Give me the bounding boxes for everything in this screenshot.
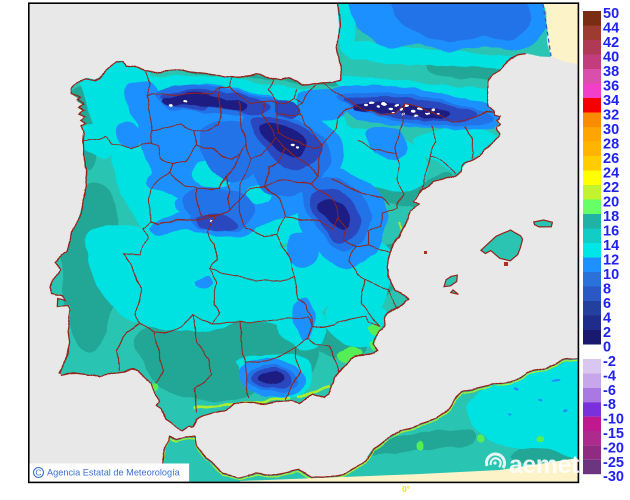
- svg-text:26: 26: [603, 151, 619, 167]
- svg-text:-30: -30: [603, 469, 624, 485]
- svg-text:42: 42: [603, 35, 619, 51]
- svg-text:18: 18: [603, 209, 619, 225]
- svg-text:Agencia Estatal de Meteorologí: Agencia Estatal de Meteorología: [47, 468, 181, 478]
- svg-text:-15: -15: [603, 426, 624, 442]
- svg-text:28: 28: [603, 137, 619, 153]
- svg-text:36: 36: [603, 79, 619, 95]
- svg-text:34: 34: [603, 93, 619, 109]
- svg-text:30: 30: [603, 122, 619, 138]
- svg-text:aemet: aemet: [509, 451, 580, 479]
- svg-text:10: 10: [603, 267, 619, 283]
- svg-text:-10: -10: [603, 412, 624, 428]
- svg-text:-2: -2: [603, 354, 616, 370]
- svg-text:44: 44: [603, 21, 619, 37]
- svg-text:8: 8: [603, 282, 611, 298]
- svg-text:0: 0: [603, 340, 611, 356]
- svg-text:-4: -4: [603, 368, 616, 384]
- svg-text:-6: -6: [603, 383, 616, 399]
- svg-text:20: 20: [603, 195, 619, 211]
- svg-text:-25: -25: [603, 455, 624, 471]
- svg-text:12: 12: [603, 253, 619, 269]
- svg-text:2: 2: [603, 325, 611, 341]
- svg-text:C: C: [35, 468, 41, 478]
- svg-text:6: 6: [603, 296, 611, 312]
- svg-text:4: 4: [603, 311, 611, 327]
- svg-text:0°: 0°: [402, 484, 411, 494]
- svg-text:16: 16: [603, 224, 619, 240]
- svg-text:14: 14: [603, 238, 619, 254]
- svg-text:-20: -20: [603, 440, 624, 456]
- svg-text:22: 22: [603, 180, 619, 196]
- svg-text:-8: -8: [603, 397, 616, 413]
- svg-text:50: 50: [603, 6, 619, 22]
- svg-text:38: 38: [603, 64, 619, 80]
- svg-text:24: 24: [603, 166, 619, 182]
- svg-text:32: 32: [603, 108, 619, 124]
- svg-text:40: 40: [603, 50, 619, 66]
